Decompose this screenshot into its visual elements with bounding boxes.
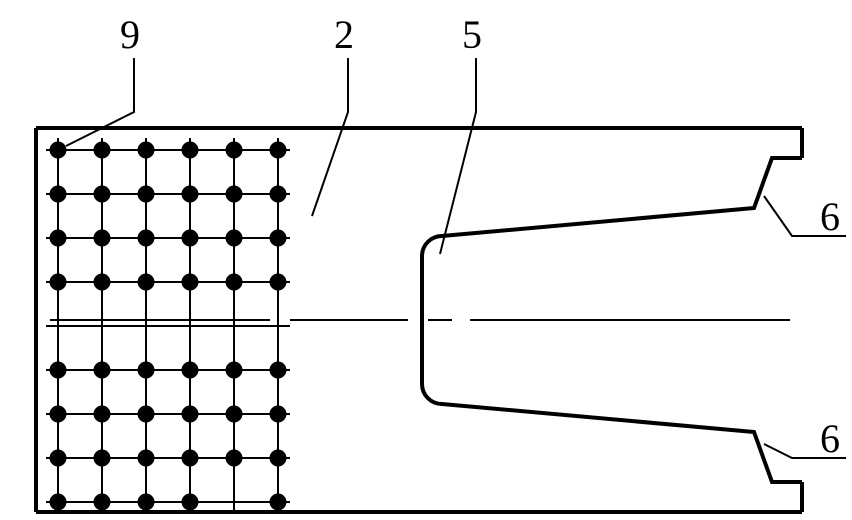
grid-dot <box>94 186 111 203</box>
grid-dot <box>138 406 155 423</box>
grid-dot <box>226 450 243 467</box>
grid-dot <box>94 274 111 291</box>
grid-dot <box>138 362 155 379</box>
grid-dot <box>226 142 243 159</box>
grid-dot <box>182 230 199 247</box>
label-5: 5 <box>462 12 482 57</box>
grid-dot <box>138 230 155 247</box>
grid-dot <box>226 274 243 291</box>
grid-dot <box>182 450 199 467</box>
label-9: 9 <box>120 12 140 57</box>
grid-dot <box>50 274 67 291</box>
grid-dot <box>270 450 287 467</box>
grid-dot <box>50 450 67 467</box>
grid-dot <box>182 406 199 423</box>
grid-dot <box>94 362 111 379</box>
grid-dot <box>50 494 67 511</box>
leader-2 <box>312 58 348 216</box>
grid-dot <box>50 230 67 247</box>
grid-dot <box>270 494 287 511</box>
grid-dot <box>226 186 243 203</box>
grid-dot <box>138 450 155 467</box>
grid-dot <box>270 406 287 423</box>
grid-dot <box>270 142 287 159</box>
grid-dot <box>270 362 287 379</box>
grid-dot <box>182 274 199 291</box>
label-6a: 6 <box>820 194 840 239</box>
grid-dot <box>226 406 243 423</box>
leader-9 <box>66 58 134 146</box>
grid-dot <box>182 142 199 159</box>
label-2: 2 <box>334 12 354 57</box>
grid-dot <box>226 362 243 379</box>
grid-dot <box>94 494 111 511</box>
grid-dot <box>138 186 155 203</box>
leader-5 <box>440 58 476 254</box>
grid-dot <box>138 274 155 291</box>
label-6b: 6 <box>820 416 840 461</box>
grid-dot <box>50 186 67 203</box>
grid-dot <box>94 450 111 467</box>
grid-dot <box>94 406 111 423</box>
grid-dot <box>94 142 111 159</box>
grid-dot <box>50 142 67 159</box>
grid-dot <box>94 230 111 247</box>
grid-dot <box>226 230 243 247</box>
grid-dot <box>182 186 199 203</box>
grid-dot <box>50 406 67 423</box>
grid-dot <box>182 362 199 379</box>
grid-dot <box>138 142 155 159</box>
grid-dot <box>50 362 67 379</box>
grid-dot <box>270 274 287 291</box>
grid-dot <box>270 186 287 203</box>
grid-dot <box>182 494 199 511</box>
grid-dot <box>138 494 155 511</box>
grid-dot <box>270 230 287 247</box>
